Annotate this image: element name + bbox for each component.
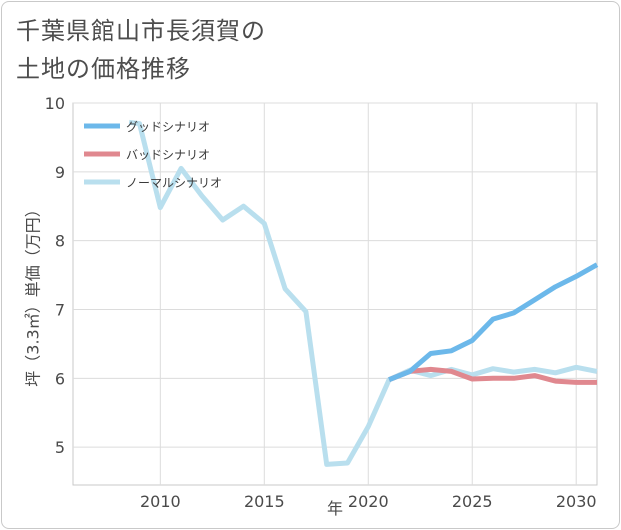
series-line-1 (388, 366, 597, 385)
chart-title-line-2: 土地の価格推移 (16, 55, 191, 83)
legend-label: グッドシナリオ (126, 120, 210, 134)
x-tick-label: 2030 (556, 492, 597, 511)
y-tick-label: 7 (55, 300, 65, 319)
series-line-2 (128, 119, 598, 467)
legend-label: ノーマルシナリオ (126, 176, 222, 190)
legend-label: バッドシナリオ (126, 148, 210, 162)
x-axis-label: 年 (327, 499, 343, 518)
y-tick-label: 5 (55, 438, 65, 457)
series-lines (128, 119, 599, 467)
y-tick-label: 9 (55, 163, 65, 182)
x-tick-label: 2010 (140, 492, 181, 511)
y-tick-label: 10 (45, 94, 65, 113)
x-tick-label: 2025 (452, 492, 493, 511)
y-axis-label: 坪（3.3㎡）単価（万円） (24, 201, 43, 386)
series-line-0 (388, 262, 599, 383)
y-tick-label: 8 (55, 232, 65, 251)
x-tick-label: 2015 (244, 492, 285, 511)
chart-title: 千葉県館山市長須賀の 土地の価格推移 (16, 12, 266, 88)
x-tick-label: 2020 (348, 492, 389, 511)
axis-ticks: 2010 2015 2020 2025 2030 5 6 7 8 9 10 (45, 94, 597, 511)
chart-title-line-1: 千葉県館山市長須賀の (16, 17, 266, 45)
y-tick-label: 6 (55, 369, 65, 388)
